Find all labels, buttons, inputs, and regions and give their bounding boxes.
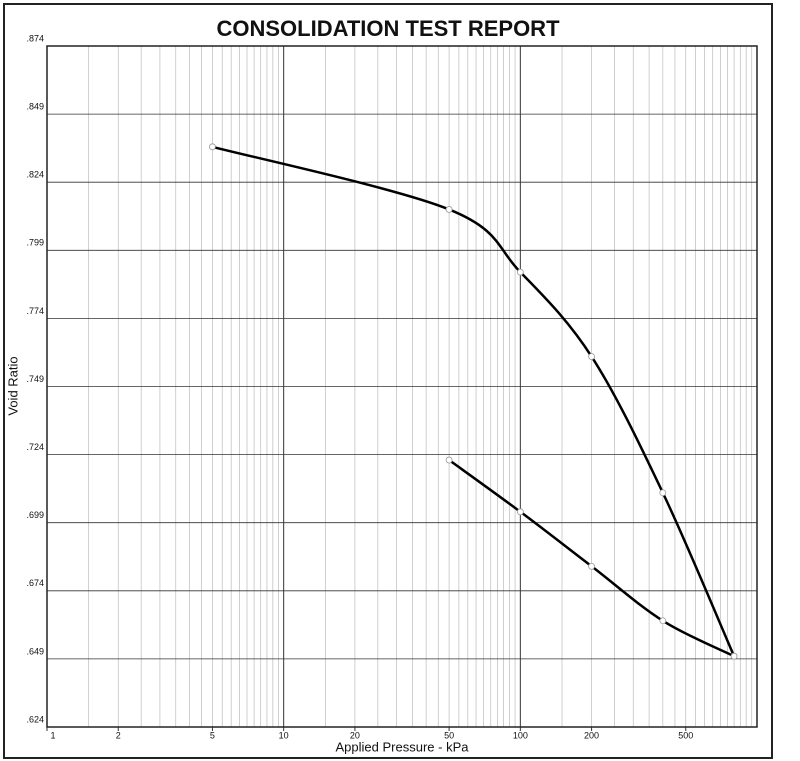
y-tick-label: .799 — [26, 238, 44, 248]
y-axis-label: Void Ratio — [5, 356, 20, 415]
y-tick-label: .724 — [26, 442, 44, 452]
x-tick-label: 10 — [279, 730, 289, 740]
data-point — [588, 562, 595, 570]
x-tick-label: 5 — [210, 730, 215, 740]
data-point — [659, 489, 667, 497]
x-tick-label: 1 — [50, 730, 55, 740]
y-tick-label: .774 — [26, 306, 44, 316]
x-axis-label: Applied Pressure - kPa — [336, 739, 470, 754]
data-point — [659, 617, 667, 625]
data-point — [516, 268, 524, 276]
y-tick-label: .624 — [26, 714, 44, 724]
data-point — [516, 508, 524, 516]
y-tick-label: .749 — [26, 374, 44, 384]
chart-title: CONSOLIDATION TEST REPORT — [216, 16, 560, 41]
y-tick-label: .649 — [26, 646, 44, 656]
y-tick-label: .849 — [26, 101, 44, 111]
data-point — [209, 143, 216, 151]
y-tick-label: .699 — [26, 510, 44, 520]
y-tick-label: .874 — [26, 33, 44, 43]
x-tick-label: 20 — [350, 730, 360, 740]
data-point — [445, 456, 453, 464]
data-point — [445, 206, 453, 213]
frame — [3, 3, 773, 759]
x-tick-label: 500 — [678, 730, 693, 740]
plot-border — [46, 45, 758, 728]
data-point — [730, 652, 738, 660]
x-tick-label: 100 — [513, 730, 528, 740]
curve — [212, 145, 736, 657]
x-tick-label: 50 — [444, 730, 454, 740]
x-tick-label: 2 — [116, 730, 121, 740]
x-tick-label: 200 — [584, 730, 599, 740]
y-tick-label: .674 — [26, 578, 44, 588]
y-tick-label: .824 — [26, 170, 44, 180]
data-point — [588, 353, 595, 360]
